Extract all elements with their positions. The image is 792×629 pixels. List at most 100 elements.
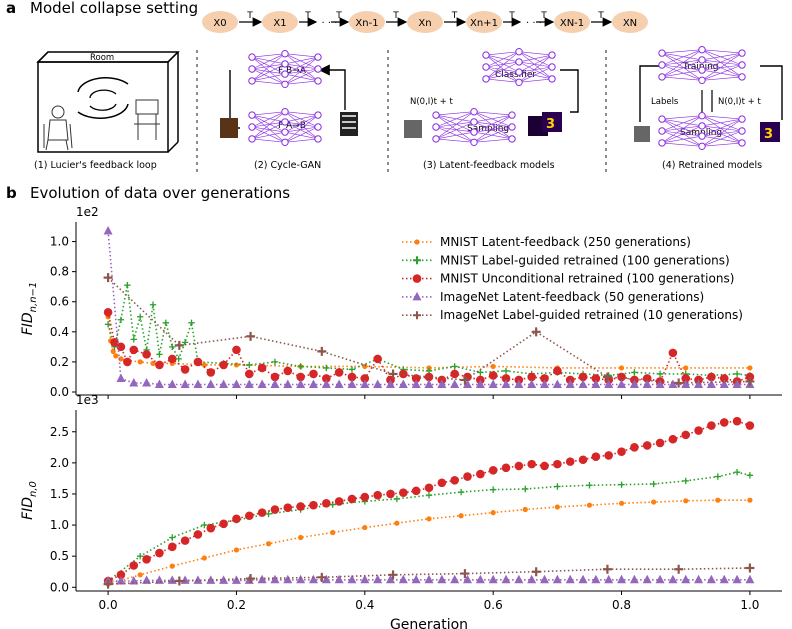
data-point bbox=[604, 379, 614, 388]
net-edge bbox=[251, 53, 286, 70]
chain-node-label: X1 bbox=[273, 18, 286, 29]
net-edge bbox=[518, 78, 553, 83]
net-edge bbox=[435, 131, 475, 140]
net-neuron bbox=[548, 63, 556, 71]
series-mnist_latent bbox=[105, 497, 753, 587]
data-point bbox=[334, 574, 344, 584]
y-tick-label: 2.0 bbox=[50, 456, 69, 470]
y-axis-label: FIDn,n−1 bbox=[20, 282, 39, 336]
net-edge bbox=[473, 111, 513, 128]
data-point bbox=[136, 552, 144, 560]
y-tick-label: 0.5 bbox=[50, 549, 69, 563]
data-point bbox=[219, 575, 229, 584]
net-neuron bbox=[658, 115, 666, 123]
data-point bbox=[103, 226, 113, 235]
neural-networks bbox=[248, 46, 746, 151]
data-point bbox=[501, 463, 511, 473]
x-tick-label: 0.8 bbox=[612, 598, 631, 612]
net-edge bbox=[485, 54, 520, 73]
data-point bbox=[347, 379, 357, 388]
data-point bbox=[308, 574, 318, 584]
net-edge bbox=[435, 121, 475, 140]
horse-icon bbox=[220, 118, 238, 138]
net-edge bbox=[251, 56, 286, 65]
data-point bbox=[270, 505, 280, 514]
data-point bbox=[330, 529, 336, 536]
data-point bbox=[463, 472, 472, 481]
data-point bbox=[309, 369, 318, 379]
net-edge bbox=[284, 114, 319, 133]
data-point bbox=[116, 373, 126, 382]
y-tick-label: 0.6 bbox=[50, 295, 69, 309]
net-edge bbox=[701, 115, 743, 120]
legend-marker bbox=[412, 274, 422, 283]
net-neuron bbox=[281, 70, 289, 78]
latent-classifier-label: Classifier bbox=[495, 70, 536, 80]
data-point bbox=[745, 563, 755, 573]
data-point bbox=[463, 574, 473, 584]
panel-b-title: Evolution of data over generations bbox=[30, 184, 290, 202]
net-edge bbox=[518, 54, 553, 73]
data-point bbox=[169, 563, 175, 569]
legend-marker bbox=[413, 311, 421, 320]
data-point bbox=[424, 574, 434, 584]
data-point bbox=[233, 547, 240, 553]
data-point bbox=[460, 375, 470, 385]
net-edge bbox=[485, 54, 520, 63]
net-edge bbox=[251, 121, 286, 128]
chain-node-label: XN bbox=[623, 18, 637, 29]
net-neuron bbox=[515, 58, 523, 66]
data-point bbox=[257, 574, 267, 584]
net-edge bbox=[251, 138, 286, 143]
net-edge bbox=[518, 61, 553, 68]
y-offset-label: 1e2 bbox=[76, 205, 99, 219]
data-point bbox=[298, 534, 304, 541]
data-point bbox=[360, 492, 370, 502]
net-edge bbox=[284, 111, 319, 140]
net-edge bbox=[435, 126, 475, 143]
net-edge bbox=[661, 52, 703, 71]
data-point bbox=[219, 519, 228, 529]
net-neuron bbox=[248, 53, 256, 61]
retrained-diagram: Training Sampling Labels N(0,I)t + t 3 bbox=[634, 62, 783, 142]
net-edge bbox=[518, 51, 553, 56]
data-point bbox=[501, 374, 511, 383]
net-edge bbox=[284, 53, 319, 82]
data-point bbox=[565, 574, 575, 584]
data-point bbox=[193, 575, 203, 584]
retrained-labels-label: Labels bbox=[651, 97, 679, 107]
data-point bbox=[719, 574, 729, 584]
net-neuron bbox=[482, 75, 490, 83]
net-neuron bbox=[738, 61, 746, 69]
net-edge bbox=[701, 115, 743, 144]
data-point bbox=[386, 489, 395, 499]
net-edge bbox=[485, 51, 520, 56]
data-point bbox=[124, 281, 131, 289]
data-point bbox=[257, 363, 267, 373]
data-point bbox=[113, 353, 119, 359]
net-edge bbox=[661, 125, 703, 132]
series-mnist_latent bbox=[105, 314, 753, 371]
net-edge bbox=[251, 56, 286, 75]
net-neuron bbox=[515, 48, 523, 56]
data-point bbox=[129, 377, 139, 387]
legend-marker bbox=[412, 291, 422, 301]
net-edge bbox=[661, 59, 703, 66]
net-neuron bbox=[548, 75, 556, 83]
data-point bbox=[283, 574, 293, 584]
latent-noise-label: N(0,I)t + t bbox=[410, 97, 453, 107]
net-edge bbox=[473, 114, 513, 133]
data-point bbox=[642, 374, 652, 383]
y-tick-label: 0.0 bbox=[50, 580, 69, 594]
data-point bbox=[219, 379, 229, 388]
net-edge bbox=[701, 125, 743, 132]
net-edge bbox=[661, 118, 703, 127]
data-point bbox=[360, 379, 370, 388]
data-point bbox=[180, 379, 190, 388]
data-point bbox=[681, 374, 691, 383]
data-point bbox=[747, 365, 753, 371]
data-point bbox=[296, 574, 306, 584]
data-point bbox=[129, 576, 139, 585]
net-neuron bbox=[658, 139, 666, 147]
net-neuron bbox=[738, 115, 746, 123]
